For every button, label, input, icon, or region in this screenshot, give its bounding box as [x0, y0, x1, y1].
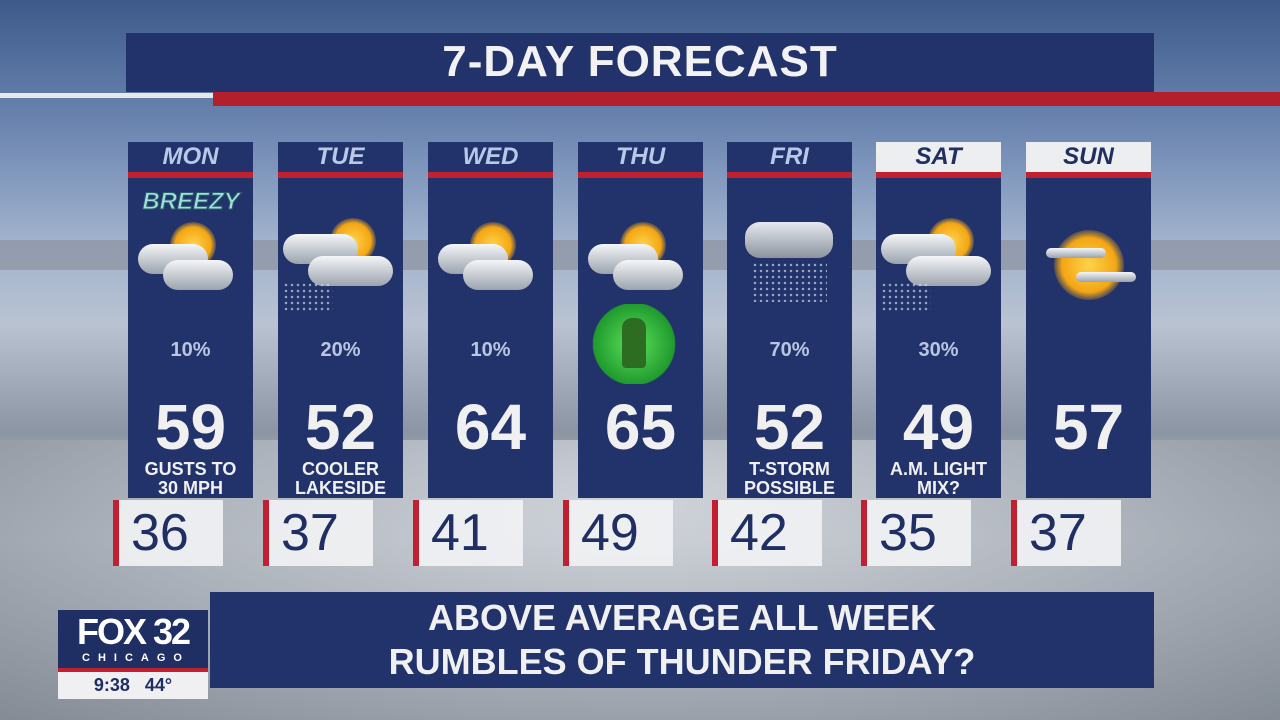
- partly-cloudy-icon: [128, 222, 253, 312]
- day-column-mon: MON BREEZY 10% 59 GUSTS TO 30 MPH: [128, 142, 253, 498]
- day-column-fri: FRI 70% 52 T-STORM POSSIBLE: [727, 142, 852, 498]
- headline-line-1: ABOVE AVERAGE ALL WEEK: [427, 597, 937, 638]
- station-logo: FOX 32 CHICAGO 9:38 44°: [58, 610, 208, 699]
- partly-cloudy-showers-icon: [278, 218, 403, 312]
- day-label: MON: [128, 142, 253, 178]
- day-note-line-2: LAKESIDE: [294, 478, 386, 498]
- low-temp: 36: [113, 500, 223, 566]
- mostly-sunny-icon: [1026, 222, 1151, 312]
- day-column-sun: SUN 57: [1026, 142, 1151, 498]
- day-note: GUSTS TO 30 MPH: [128, 460, 253, 498]
- day-note-line-1: T-STORM: [749, 459, 830, 479]
- day-note: COOLER LAKESIDE: [278, 460, 403, 498]
- divider: [0, 93, 213, 98]
- partly-cloudy-showers-icon: [876, 218, 1001, 312]
- day-note: T-STORM POSSIBLE: [727, 460, 852, 498]
- day-column-sat: SAT 30% 49 A.M. LIGHT MIX?: [876, 142, 1001, 498]
- day-label: SUN: [1026, 142, 1151, 178]
- logo-city: CHICAGO: [82, 652, 190, 664]
- high-temp: 52: [753, 391, 826, 463]
- high-temp: 57: [1052, 391, 1125, 463]
- high-temp: 49: [902, 391, 975, 463]
- day-label: WED: [428, 142, 553, 178]
- day-note-line-1: COOLER: [301, 459, 379, 479]
- page-title: 7-DAY FORECAST: [126, 33, 1154, 92]
- time-temp: 9:38 44°: [58, 672, 208, 699]
- day-note-line-2: 30 MPH: [157, 478, 224, 498]
- day-note-line-1: A.M. LIGHT: [890, 459, 987, 479]
- breezy-badge: BREEZY: [142, 188, 240, 216]
- low-temp: 35: [861, 500, 971, 566]
- precip-chance: 70%: [769, 339, 810, 361]
- day-column-wed: WED 10% 64: [428, 142, 553, 498]
- precip-chance: 20%: [320, 339, 361, 361]
- high-temp: 64: [454, 391, 527, 463]
- day-note-line-2: MIX?: [917, 478, 960, 498]
- day-note-line-1: GUSTS TO: [144, 459, 237, 479]
- precip-chance: 10%: [170, 339, 211, 361]
- day-label: SAT: [876, 142, 1001, 178]
- low-temp: 37: [1011, 500, 1121, 566]
- low-temp: 42: [712, 500, 822, 566]
- rain-cloud-icon: [727, 222, 852, 312]
- logo-brand: FOX 32: [76, 611, 191, 652]
- high-temp: 65: [604, 391, 677, 463]
- day-label: THU: [578, 142, 703, 178]
- partly-cloudy-icon: [428, 222, 553, 312]
- high-temp: 59: [154, 391, 227, 463]
- day-note-line-2: POSSIBLE: [743, 478, 836, 498]
- precip-chance: 30%: [918, 339, 959, 361]
- logo-divider: [58, 668, 208, 672]
- day-label: TUE: [278, 142, 403, 178]
- high-temp: 52: [304, 391, 377, 463]
- day-column-thu: THU 65: [578, 142, 703, 498]
- day-note: A.M. LIGHT MIX?: [876, 460, 1001, 498]
- day-label: FRI: [727, 142, 852, 178]
- partly-cloudy-icon: [578, 222, 703, 312]
- leprechaun-shamrock-icon: [592, 304, 676, 384]
- headline-banner: ABOVE AVERAGE ALL WEEK RUMBLES OF THUNDE…: [210, 592, 1154, 688]
- precip-chance: 10%: [470, 339, 511, 361]
- low-temp: 49: [563, 500, 673, 566]
- clock-time: 9:38: [93, 675, 130, 695]
- divider-red: [213, 92, 1280, 106]
- headline-line-2: RUMBLES OF THUNDER FRIDAY?: [388, 641, 976, 682]
- low-temp: 41: [413, 500, 523, 566]
- day-column-tue: TUE 20% 52 COOLER LAKESIDE: [278, 142, 403, 498]
- low-temp: 37: [263, 500, 373, 566]
- current-temp: 44°: [144, 675, 173, 695]
